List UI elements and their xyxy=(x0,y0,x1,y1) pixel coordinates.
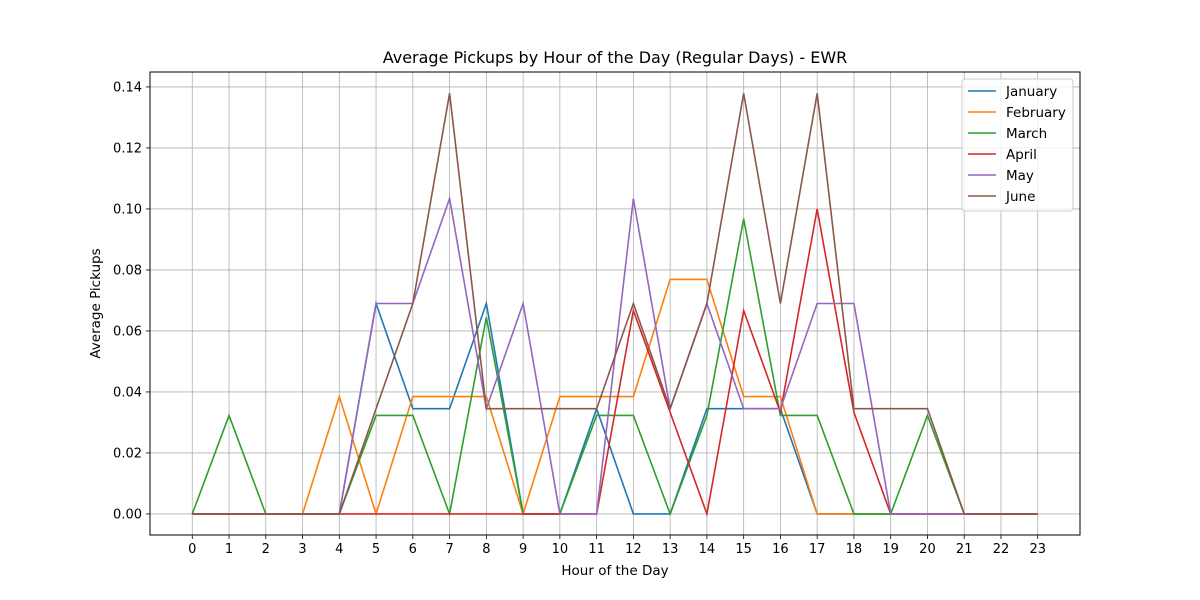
y-tick-label: 0.02 xyxy=(113,446,142,461)
x-tick-label: 4 xyxy=(335,542,343,557)
x-tick-label: 8 xyxy=(482,542,490,557)
y-tick-label: 0.04 xyxy=(113,385,142,400)
legend-label: February xyxy=(1006,105,1066,121)
legend-label: June xyxy=(1005,189,1035,205)
x-tick-label: 13 xyxy=(662,542,679,557)
x-tick-label: 11 xyxy=(588,542,605,557)
y-tick-label: 0.06 xyxy=(113,324,142,339)
x-tick-label: 5 xyxy=(372,542,380,557)
y-tick-label: 0.14 xyxy=(113,80,142,95)
x-tick-label: 12 xyxy=(625,542,642,557)
y-tick-label: 0.10 xyxy=(113,202,142,217)
x-tick-label: 15 xyxy=(735,542,752,557)
x-tick-label: 22 xyxy=(993,542,1010,557)
x-tick-label: 20 xyxy=(919,542,936,557)
y-axis-label: Average Pickups xyxy=(88,248,104,358)
x-tick-label: 0 xyxy=(188,542,196,557)
x-tick-label: 14 xyxy=(699,542,716,557)
x-tick-label: 9 xyxy=(519,542,527,557)
x-tick-label: 6 xyxy=(409,542,417,557)
y-tick-label: 0.00 xyxy=(113,507,142,522)
x-tick-label: 2 xyxy=(262,542,270,557)
legend-label: March xyxy=(1006,126,1047,142)
legend-label: May xyxy=(1006,168,1034,184)
x-tick-label: 21 xyxy=(956,542,973,557)
legend: January February March April May June xyxy=(961,78,1074,212)
y-tick-label: 0.12 xyxy=(113,141,142,156)
x-tick-label: 23 xyxy=(1029,542,1046,557)
x-axis-label: Hour of the Day xyxy=(561,563,668,579)
series-lines xyxy=(191,93,1038,518)
x-axis-ticks: 0 1 2 3 4 5 6 7 8 9 10 11 12 13 14 15 16 17 18 19 20 21 22 23 xyxy=(188,535,1046,557)
chart-title: Average Pickups by Hour of the Day (Regu… xyxy=(383,48,848,67)
x-tick-label: 18 xyxy=(846,542,863,557)
x-tick-label: 7 xyxy=(445,542,453,557)
x-tick-label: 19 xyxy=(882,542,899,557)
x-tick-label: 10 xyxy=(552,542,569,557)
legend-label: April xyxy=(1006,147,1037,163)
series-line-june xyxy=(192,93,1038,515)
y-tick-label: 0.08 xyxy=(113,263,142,278)
x-tick-label: 17 xyxy=(809,542,826,557)
x-tick-label: 1 xyxy=(225,542,233,557)
legend-label: January xyxy=(1005,84,1057,100)
x-tick-label: 16 xyxy=(772,542,789,557)
y-axis-ticks: 0.00 0.02 0.04 0.06 0.08 0.10 0.12 0.14 xyxy=(113,80,150,522)
plot-area-frame xyxy=(149,71,1081,536)
x-tick-label: 3 xyxy=(298,542,306,557)
